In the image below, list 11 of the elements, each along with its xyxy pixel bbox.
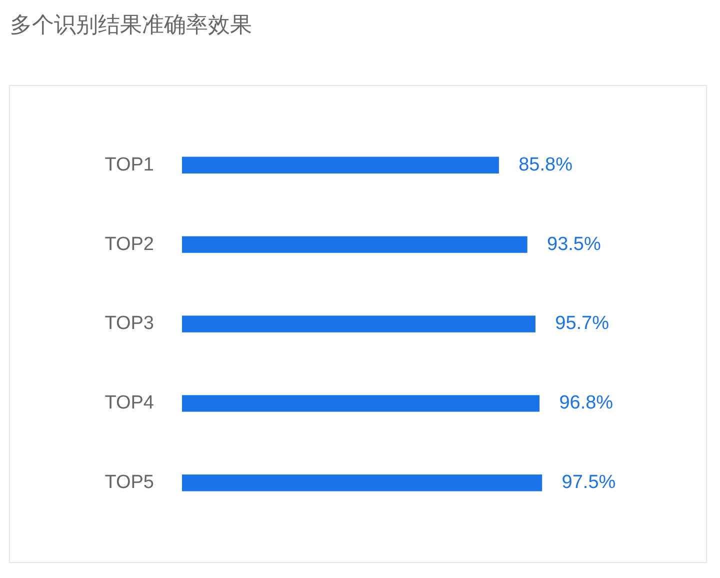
data-label: 85.8% — [518, 154, 573, 176]
y-tick-label: TOP5 — [104, 472, 154, 494]
y-tick-label: TOP2 — [104, 234, 154, 255]
chart-title: 多个识别结果准确率效果 — [10, 12, 252, 40]
data-label: 95.7% — [555, 313, 610, 334]
data-label: 97.5% — [562, 472, 616, 494]
y-tick-label: TOP3 — [104, 313, 154, 334]
data-label: 93.5% — [547, 234, 601, 255]
y-tick-label: TOP1 — [104, 154, 154, 176]
y-tick-label: TOP4 — [104, 392, 154, 414]
data-label: 96.8% — [559, 392, 614, 414]
